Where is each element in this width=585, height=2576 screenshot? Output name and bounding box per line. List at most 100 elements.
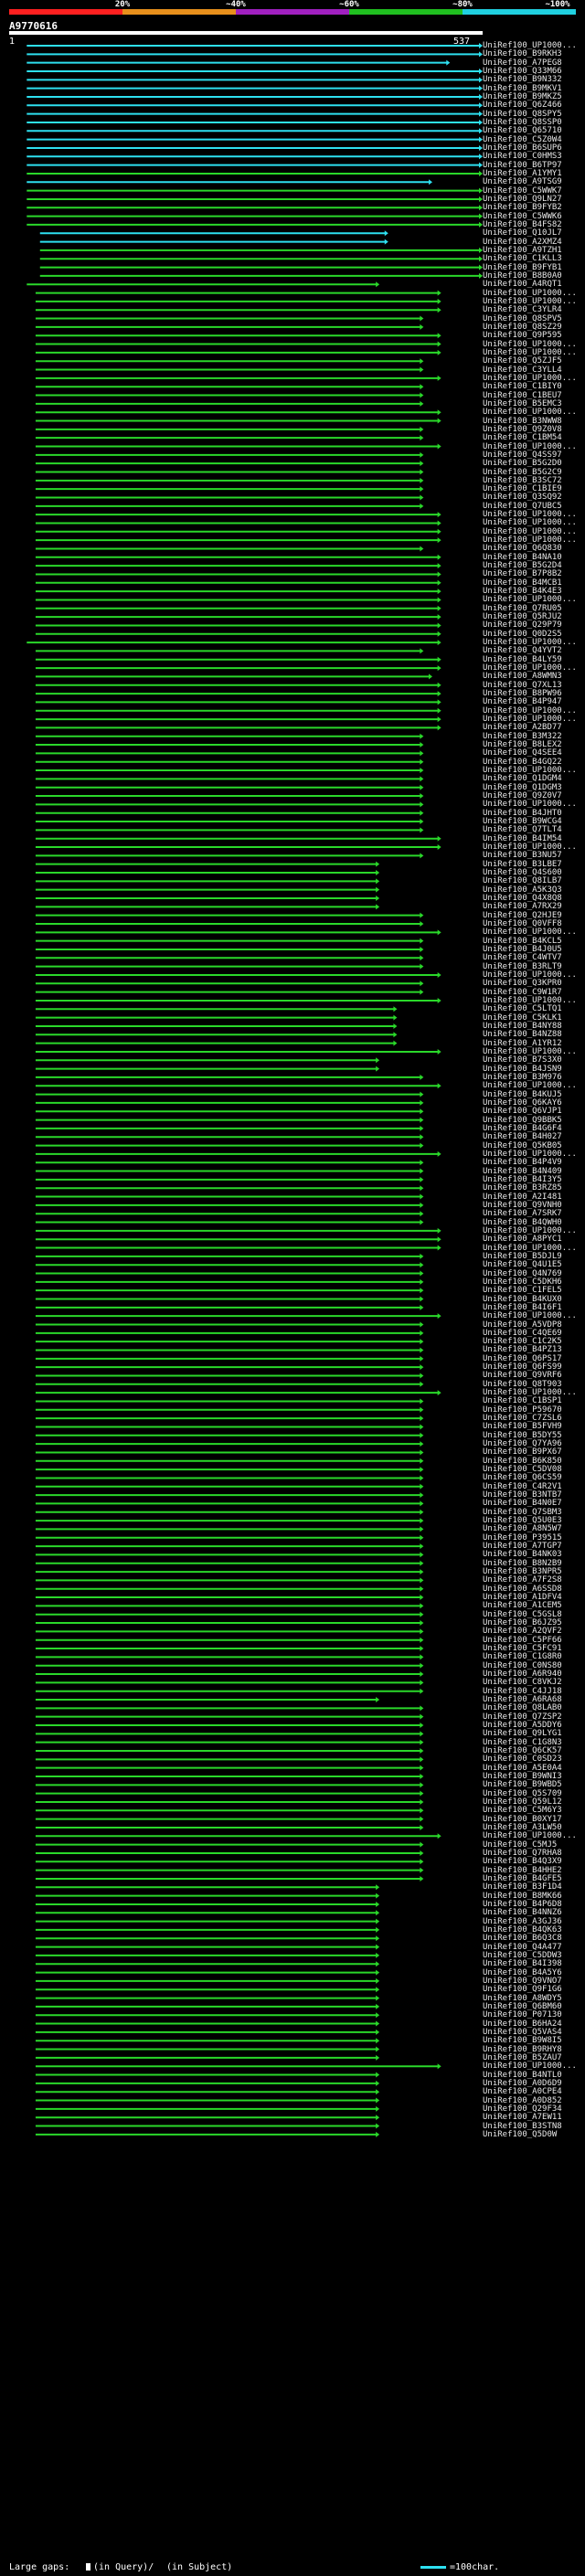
hit-label[interactable]: UniRef100_B4Q3X9 bbox=[483, 1857, 562, 1867]
hit-label[interactable]: UniRef100_Q3KPR0 bbox=[483, 979, 562, 989]
hit-label[interactable]: UniRef100_B5G2C9 bbox=[483, 467, 562, 477]
hit-label[interactable]: UniRef100_B6JZ95 bbox=[483, 1618, 562, 1628]
hit-label[interactable]: UniRef100_UP1000... bbox=[483, 1388, 577, 1398]
hit-label[interactable]: UniRef100_A5DDY6 bbox=[483, 1721, 562, 1730]
hit-label[interactable]: UniRef100_UP1000... bbox=[483, 715, 577, 725]
hit-label[interactable]: UniRef100_Q7RU05 bbox=[483, 603, 562, 613]
hit-label[interactable]: UniRef100_C4JJ18 bbox=[483, 1686, 562, 1696]
hit-label[interactable]: UniRef100_B4JHT0 bbox=[483, 808, 562, 818]
hit-label[interactable]: UniRef100_Q6CK57 bbox=[483, 1746, 562, 1755]
hit-label[interactable]: UniRef100_A0D6D9 bbox=[483, 2078, 562, 2088]
hit-label[interactable]: UniRef100_B4NNZ6 bbox=[483, 1908, 562, 1918]
hit-label[interactable]: UniRef100_B9FYB1 bbox=[483, 262, 562, 272]
hit-label[interactable]: UniRef100_UP1000... bbox=[483, 1831, 577, 1841]
hit-label[interactable]: UniRef100_B6K850 bbox=[483, 1456, 562, 1466]
hit-label[interactable]: UniRef100_B4A5Y6 bbox=[483, 1967, 562, 1977]
hit-label[interactable]: UniRef100_UP1000... bbox=[483, 526, 577, 536]
hit-label[interactable]: UniRef100_Q33M66 bbox=[483, 66, 562, 76]
hit-label[interactable]: UniRef100_A6RA68 bbox=[483, 1695, 562, 1705]
hit-label[interactable]: UniRef100_UP1000... bbox=[483, 408, 577, 418]
hit-label[interactable]: UniRef100_B4KUX0 bbox=[483, 1294, 562, 1304]
hit-label[interactable]: UniRef100_Q7RHA8 bbox=[483, 1848, 562, 1858]
hit-label[interactable]: UniRef100_C5MJ5 bbox=[483, 1839, 558, 1850]
hit-label[interactable]: UniRef100_C5KLK1 bbox=[483, 1012, 562, 1023]
hit-label[interactable]: UniRef100_P39515 bbox=[483, 1532, 562, 1542]
hit-label[interactable]: UniRef100_B6HA24 bbox=[483, 2019, 562, 2029]
hit-label[interactable]: UniRef100_B9W8I5 bbox=[483, 2036, 562, 2046]
hit-label[interactable]: UniRef100_B3NWW8 bbox=[483, 416, 562, 426]
hit-label[interactable]: UniRef100_Q4YVT2 bbox=[483, 646, 562, 656]
hit-label[interactable]: UniRef100_B3M976 bbox=[483, 1072, 562, 1082]
hit-label[interactable]: UniRef100_Q4N769 bbox=[483, 1268, 562, 1278]
hit-label[interactable]: UniRef100_B4KUJ5 bbox=[483, 1089, 562, 1099]
hit-label[interactable]: UniRef100_B4PZ13 bbox=[483, 1345, 562, 1355]
hit-label[interactable]: UniRef100_B3NU57 bbox=[483, 851, 562, 861]
hit-label[interactable]: UniRef100_B8MK66 bbox=[483, 1891, 562, 1901]
hit-label[interactable]: UniRef100_P59670 bbox=[483, 1405, 562, 1415]
hit-label[interactable]: UniRef100_A5E0A4 bbox=[483, 1763, 562, 1773]
hit-label[interactable]: UniRef100_C5DV08 bbox=[483, 1465, 562, 1475]
hit-label[interactable]: UniRef100_B5DJL9 bbox=[483, 1251, 562, 1261]
hit-label[interactable]: UniRef100_B4H027 bbox=[483, 1132, 562, 1142]
hit-label[interactable]: UniRef100_B8LEX2 bbox=[483, 740, 562, 750]
hit-label[interactable]: UniRef100_B4NA10 bbox=[483, 552, 562, 562]
hit-label[interactable]: UniRef100_C0SD23 bbox=[483, 1754, 562, 1765]
hit-label[interactable]: UniRef100_Q9F1G6 bbox=[483, 1985, 562, 1995]
hit-label[interactable]: UniRef100_B3RLT9 bbox=[483, 961, 562, 971]
hit-label[interactable]: UniRef100_UP1000... bbox=[483, 1149, 577, 1159]
hit-label[interactable]: UniRef100_B9RKH3 bbox=[483, 49, 562, 59]
hit-label[interactable]: UniRef100_UP1000... bbox=[483, 1046, 577, 1056]
hit-label[interactable]: UniRef100_Q0VFF8 bbox=[483, 918, 562, 928]
hit-label[interactable]: UniRef100_UP1000... bbox=[483, 1311, 577, 1321]
hit-label[interactable]: UniRef100_Q4S600 bbox=[483, 868, 562, 877]
hit-label[interactable]: UniRef100_C1BIY0 bbox=[483, 382, 562, 392]
hit-label[interactable]: UniRef100_A1YR12 bbox=[483, 1038, 562, 1048]
hit-label[interactable]: UniRef100_Q29F34 bbox=[483, 2104, 562, 2114]
hit-label[interactable]: UniRef100_C5LTQ1 bbox=[483, 1004, 562, 1014]
hit-label[interactable]: UniRef100_B7S3X0 bbox=[483, 1055, 562, 1065]
hit-label[interactable]: UniRef100_C4R2V1 bbox=[483, 1481, 562, 1491]
hit-label[interactable]: UniRef100_B3NTB7 bbox=[483, 1490, 562, 1500]
hit-label[interactable]: UniRef100_B5FVH9 bbox=[483, 1422, 562, 1432]
hit-label[interactable]: UniRef100_Q9LYG1 bbox=[483, 1729, 562, 1739]
hit-label[interactable]: UniRef100_Q2HJE9 bbox=[483, 910, 562, 920]
hit-label[interactable]: UniRef100_UP1000... bbox=[483, 843, 577, 853]
hit-label[interactable]: UniRef100_C4QE69 bbox=[483, 1328, 562, 1338]
hit-label[interactable]: UniRef100_B9WCG4 bbox=[483, 817, 562, 827]
hit-label[interactable]: UniRef100_Q10JL7 bbox=[483, 228, 562, 239]
hit-label[interactable]: UniRef100_UP1000... bbox=[483, 1243, 577, 1253]
hit-label[interactable]: UniRef100_B4GFE5 bbox=[483, 1873, 562, 1883]
hit-label[interactable]: UniRef100_C1BSP1 bbox=[483, 1396, 562, 1406]
hit-label[interactable]: UniRef100_B8N2B9 bbox=[483, 1558, 562, 1568]
hit-label[interactable]: UniRef100_A8N5W7 bbox=[483, 1524, 562, 1534]
hit-label[interactable]: UniRef100_A0D852 bbox=[483, 2095, 562, 2105]
hit-label[interactable]: UniRef100_B4I3Y5 bbox=[483, 1174, 562, 1184]
hit-label[interactable]: UniRef100_C1BIE9 bbox=[483, 484, 562, 494]
hit-label[interactable]: UniRef100_Q65710 bbox=[483, 126, 562, 136]
hit-label[interactable]: UniRef100_B4P947 bbox=[483, 697, 562, 707]
hit-label[interactable]: UniRef100_Q1DGM4 bbox=[483, 774, 562, 784]
hit-label[interactable]: UniRef100_B9RHY8 bbox=[483, 2044, 562, 2054]
hit-label[interactable]: UniRef100_Q7YA96 bbox=[483, 1439, 562, 1449]
hit-label[interactable]: UniRef100_Q8SPV5 bbox=[483, 313, 562, 323]
hit-label[interactable]: UniRef100_B6Q3C8 bbox=[483, 1934, 562, 1944]
hit-label[interactable]: UniRef100_UP1000... bbox=[483, 288, 577, 298]
hit-label[interactable]: UniRef100_C1G8N3 bbox=[483, 1737, 562, 1747]
hit-label[interactable]: UniRef100_Q6VJP1 bbox=[483, 1107, 562, 1117]
hit-label[interactable]: UniRef100_Q4U1E5 bbox=[483, 1260, 562, 1270]
hit-label[interactable]: UniRef100_UP1000... bbox=[483, 970, 577, 980]
hit-label[interactable]: UniRef100_A4RQT1 bbox=[483, 280, 562, 290]
hit-label[interactable]: UniRef100_Q5ZJF5 bbox=[483, 356, 562, 366]
hit-label[interactable]: UniRef100_B5G2D0 bbox=[483, 459, 562, 469]
hit-label[interactable]: UniRef100_UP1000... bbox=[483, 347, 577, 357]
hit-label[interactable]: UniRef100_A2I481 bbox=[483, 1192, 562, 1202]
hit-label[interactable]: UniRef100_A2QVF2 bbox=[483, 1627, 562, 1637]
hit-label[interactable]: UniRef100_B9MKV1 bbox=[483, 83, 562, 93]
hit-label[interactable]: UniRef100_B9WBD5 bbox=[483, 1780, 562, 1790]
hit-label[interactable]: UniRef100_B0XY17 bbox=[483, 1814, 562, 1824]
hit-label[interactable]: UniRef100_UP1000... bbox=[483, 41, 577, 50]
hit-label[interactable]: UniRef100_UP1000... bbox=[483, 339, 577, 349]
hit-label[interactable]: UniRef100_C1G8R0 bbox=[483, 1652, 562, 1662]
hit-label[interactable]: UniRef100_B4NK03 bbox=[483, 1550, 562, 1560]
hit-label[interactable]: UniRef100_C3YLR4 bbox=[483, 305, 562, 315]
